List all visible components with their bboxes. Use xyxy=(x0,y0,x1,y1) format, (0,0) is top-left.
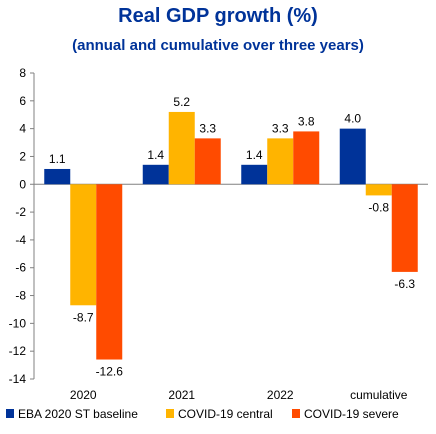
bar-central-2022 xyxy=(267,138,294,185)
x-tick-label: 2022 xyxy=(267,388,294,402)
chart-bars xyxy=(44,111,418,360)
y-tick-label: -8 xyxy=(15,289,26,303)
x-tick-label: 2021 xyxy=(168,388,195,402)
bar-severe-cumulative xyxy=(391,184,418,272)
bar-severe-2022 xyxy=(293,131,320,185)
data-label: 3.3 xyxy=(272,121,289,135)
y-tick-label: -2 xyxy=(15,205,26,219)
legend-swatch xyxy=(292,409,300,418)
bar-baseline-cumulative xyxy=(339,128,366,185)
data-label: 3.8 xyxy=(298,114,315,128)
data-label: -0.8 xyxy=(368,200,389,214)
bar-central-cumulative xyxy=(365,184,392,196)
legend-label: COVID-19 central xyxy=(178,407,273,421)
y-tick-label: 2 xyxy=(19,149,26,163)
data-label: -6.3 xyxy=(394,277,415,291)
bar-baseline-2022 xyxy=(241,164,268,185)
data-label: 4.0 xyxy=(344,112,361,126)
data-label: -12.6 xyxy=(96,365,124,379)
data-label: 1.1 xyxy=(49,152,66,166)
y-tick-label: 6 xyxy=(19,94,26,108)
bar-severe-2021 xyxy=(194,138,221,185)
data-label: 1.4 xyxy=(246,148,263,162)
chart-legend: EBA 2020 ST baseline COVID-19 central COVI… xyxy=(6,407,399,421)
chart-subtitle: (annual and cumulative over three years) xyxy=(72,37,364,54)
y-tick-label: 0 xyxy=(19,177,26,191)
y-tick-label: -10 xyxy=(9,316,27,330)
chart-title: Real GDP growth (%) xyxy=(118,5,318,27)
legend-swatch xyxy=(166,409,174,418)
y-tick-label: 8 xyxy=(19,66,26,80)
bar-baseline-2020 xyxy=(44,168,71,185)
data-label: 5.2 xyxy=(173,95,190,109)
x-tick-label: 2020 xyxy=(70,388,97,402)
data-label: -8.7 xyxy=(73,310,94,324)
bar-baseline-2021 xyxy=(142,164,169,185)
y-tick-label: -14 xyxy=(9,372,27,386)
data-labels: 1.1 -8.7 -12.6 1.4 5.2 3.3 1.4 3.3 3.8 4.0 -0.8 -6.… xyxy=(49,95,416,379)
y-tick-label: -4 xyxy=(15,233,26,247)
legend-swatch xyxy=(6,409,14,418)
data-label: 1.4 xyxy=(147,148,164,162)
x-tick-label: cumulative xyxy=(350,388,408,402)
y-tick-label: -6 xyxy=(15,261,26,275)
bar-central-2020 xyxy=(70,184,97,306)
bar-severe-2020 xyxy=(96,184,123,360)
legend-label: EBA 2020 ST baseline xyxy=(18,407,138,421)
y-tick-label: -12 xyxy=(9,344,27,358)
bar-central-2021 xyxy=(168,111,195,185)
legend-label: COVID-19 severe xyxy=(304,407,399,421)
y-tick-label: 4 xyxy=(19,122,26,136)
data-label: 3.3 xyxy=(199,121,216,135)
